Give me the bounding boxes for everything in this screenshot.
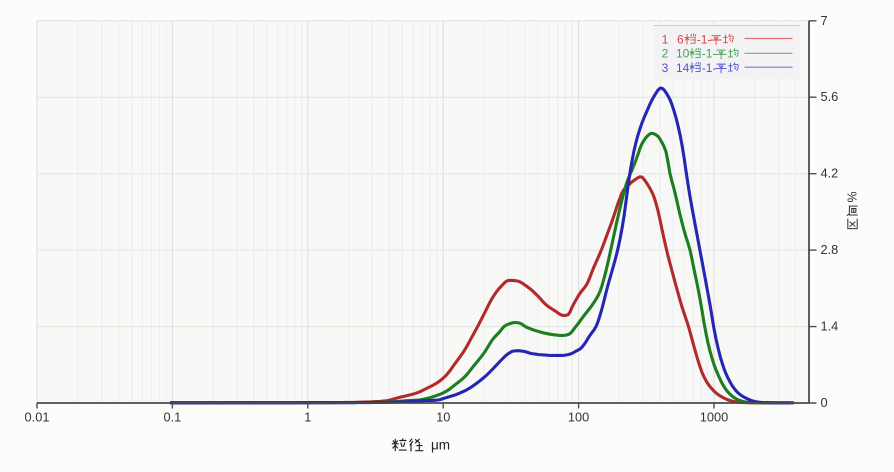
svg-text:μm: μm	[431, 438, 450, 453]
svg-text:-1-: -1-	[702, 61, 717, 75]
svg-text:6: 6	[677, 32, 684, 46]
svg-text:1: 1	[662, 32, 669, 46]
svg-text:1: 1	[304, 410, 311, 425]
svg-text:7: 7	[821, 13, 828, 28]
svg-text:2: 2	[662, 47, 669, 61]
svg-text:%: %	[846, 191, 860, 202]
svg-text:5.6: 5.6	[821, 89, 839, 104]
svg-text:0.1: 0.1	[164, 410, 182, 425]
svg-text:10: 10	[436, 410, 450, 425]
svg-text:0.01: 0.01	[25, 410, 50, 425]
svg-text:14: 14	[676, 61, 690, 75]
svg-text:2.8: 2.8	[821, 242, 839, 257]
svg-text:0: 0	[821, 395, 828, 410]
svg-text:1000: 1000	[700, 410, 728, 425]
svg-text:3: 3	[662, 61, 669, 75]
svg-text:4.2: 4.2	[821, 166, 839, 181]
svg-text:-1-: -1-	[697, 32, 712, 46]
svg-text:-1-: -1-	[702, 47, 717, 61]
svg-text:100: 100	[568, 410, 589, 425]
svg-text:1.4: 1.4	[821, 319, 839, 334]
svg-text:10: 10	[676, 47, 690, 61]
